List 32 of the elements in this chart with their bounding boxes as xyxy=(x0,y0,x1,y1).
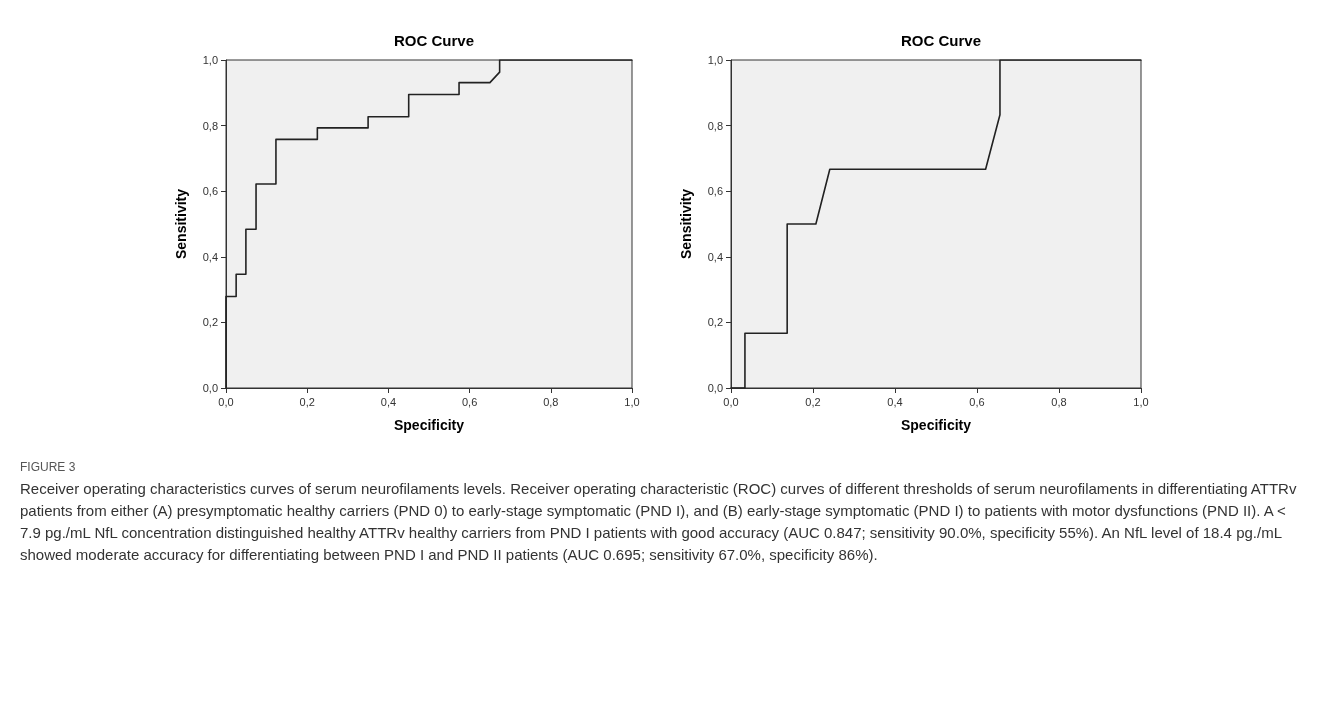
y-tick-label: 0,8 xyxy=(707,119,723,132)
x-tick-label: 0,2 xyxy=(299,395,315,408)
y-tick-label: 1,0 xyxy=(202,54,218,66)
x-tick-label: 1,0 xyxy=(624,395,640,408)
x-tick-label: 0,6 xyxy=(461,395,478,408)
text: Receiver operating characteristics curves of serum neurofilaments levels. Receiver operating characteristic (ROC) curves of different thresholds of serum neurofilaments in differentiating ATTRv patients from either (A) presymptomatic healthy carriers (PND 0) to early-stage symptomatic (PND I), and (B) early-stage symptomatic (PND I) to patients with motor dysfunctions (PND II). A < 7.9 pg./mL NfL concentration distinguished healthy ATTRv healthy carriers from PND I patients with good accuracy (AUC 0.847; sensitivity 90.0%, specificity 55%). An NfL level of 18.4 pg./mL showed moderate accuracy for differentiating between PND I and PND II patients (AUC 0.695; sensitivity 67.0%, specificity 86%). xyxy=(20,479,1298,565)
y-tick-label: 0,8 xyxy=(202,119,218,132)
x-tick-label: 0,4 xyxy=(887,395,903,408)
chart-title: ROC Curve xyxy=(900,32,982,49)
y-tick-label: 0,0 xyxy=(707,382,723,394)
x-tick-label: 0,2 xyxy=(805,395,821,408)
y-tick-label: 0,2 xyxy=(707,316,723,329)
x-tick-label: 0,6 xyxy=(969,395,985,408)
y-tick-label: 0,4 xyxy=(707,250,723,263)
x-tick-label: 0,8 xyxy=(543,395,559,408)
y-tick-label: 1,0 xyxy=(707,54,723,66)
x-tick-label: 1,0 xyxy=(1133,395,1149,408)
y-axis-title: Sensitivity xyxy=(678,188,694,260)
caption: FIGURE 3 xyxy=(20,460,77,474)
x-tick-label: 0,0 xyxy=(218,395,234,408)
y-axis-title: Sensitivity xyxy=(173,188,189,260)
y-tick-label: 0,4 xyxy=(202,250,218,263)
x-tick-label: 0,8 xyxy=(1051,395,1067,408)
x-axis-title: Specificity xyxy=(393,417,465,433)
y-tick-label: 0,6 xyxy=(707,185,723,198)
y-tick-label: 0,0 xyxy=(202,382,218,394)
y-tick-label: 0,2 xyxy=(202,316,218,329)
x-tick-label: 0,4 xyxy=(380,395,397,408)
x-tick-label: 0,0 xyxy=(723,395,739,408)
y-tick-label: 0,6 xyxy=(202,185,218,198)
chart-title: ROC Curve xyxy=(393,32,475,49)
x-axis-title: Specificity xyxy=(900,417,972,433)
